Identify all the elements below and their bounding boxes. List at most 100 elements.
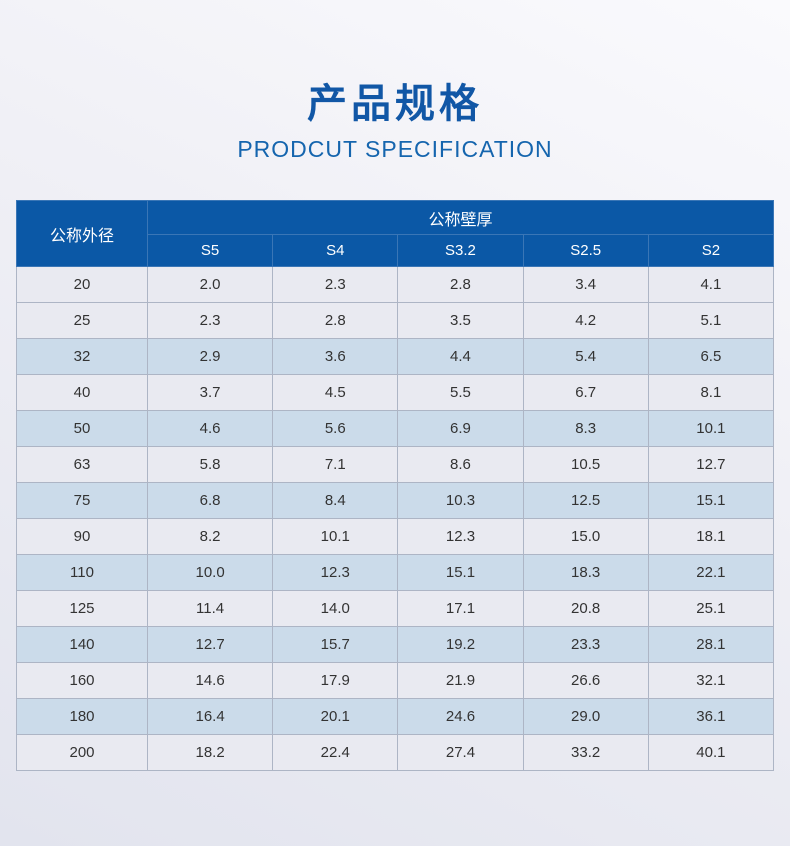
wall-thickness-cell: 4.2 bbox=[522, 302, 649, 339]
wall-thickness-cell: 28.1 bbox=[647, 626, 775, 663]
wall-thickness-cell: 3.4 bbox=[522, 266, 649, 303]
wall-thickness-cell: 15.7 bbox=[272, 626, 399, 663]
wall-thickness-cell: 29.0 bbox=[522, 698, 649, 735]
wall-thickness-cell: 17.9 bbox=[272, 662, 399, 699]
wall-thickness-cell: 4.1 bbox=[647, 266, 775, 303]
wall-thickness-cell: 12.3 bbox=[397, 518, 524, 555]
wall-thickness-cell: 8.6 bbox=[397, 446, 524, 483]
table-row: 180 16.4 20.1 24.6 29.0 36.1 bbox=[16, 698, 775, 735]
wall-thickness-cell: 14.0 bbox=[272, 590, 399, 627]
spec-table-body: 20 2.0 2.3 2.8 3.4 4.1 25 2.3 2.8 3.5 4.2 5.1 32 2.9 3… bbox=[16, 266, 775, 771]
wall-thickness-cell: 18.3 bbox=[522, 554, 649, 591]
outer-diameter-cell: 20 bbox=[16, 266, 148, 303]
wall-thickness-cell: 15.1 bbox=[397, 554, 524, 591]
wall-thickness-cell: 33.2 bbox=[522, 734, 649, 771]
page-subtitle: PRODCUT SPECIFICATION bbox=[237, 136, 553, 162]
table-row: 125 11.4 14.0 17.1 20.8 25.1 bbox=[16, 590, 775, 627]
wall-thickness-cell: 10.0 bbox=[146, 554, 274, 591]
wall-thickness-cell: 5.4 bbox=[522, 338, 649, 375]
outer-diameter-cell: 140 bbox=[16, 626, 148, 663]
table-row: 160 14.6 17.9 21.9 26.6 32.1 bbox=[16, 662, 775, 699]
col-header-s3-2: S3.2 bbox=[397, 234, 524, 267]
wall-thickness-cell: 25.1 bbox=[647, 590, 775, 627]
wall-thickness-cell: 10.1 bbox=[647, 410, 775, 447]
wall-thickness-cell: 12.3 bbox=[272, 554, 399, 591]
spec-table: 公称外径 公称壁厚 S5 S4 S3.2 S2.5 S2 20 2.0 2.3 2.8… bbox=[16, 200, 775, 771]
wall-thickness-cell: 12.7 bbox=[146, 626, 274, 663]
wall-thickness-cell: 4.6 bbox=[146, 410, 274, 447]
outer-diameter-cell: 200 bbox=[16, 734, 148, 771]
wall-thickness-cell: 8.1 bbox=[647, 374, 775, 411]
wall-thickness-cell: 19.2 bbox=[397, 626, 524, 663]
outer-diameter-cell: 90 bbox=[16, 518, 148, 555]
page-title: 产品规格 bbox=[307, 82, 483, 126]
wall-thickness-cell: 5.1 bbox=[647, 302, 775, 339]
wall-thickness-cell: 2.3 bbox=[146, 302, 274, 339]
outer-diameter-cell: 180 bbox=[16, 698, 148, 735]
col-header-s5: S5 bbox=[146, 234, 274, 267]
table-row: 140 12.7 15.7 19.2 23.3 28.1 bbox=[16, 626, 775, 663]
wall-thickness-cell: 3.7 bbox=[146, 374, 274, 411]
wall-thickness-cell: 6.8 bbox=[146, 482, 274, 519]
table-row: 75 6.8 8.4 10.3 12.5 15.1 bbox=[16, 482, 775, 519]
wall-thickness-cell: 24.6 bbox=[397, 698, 524, 735]
wall-thickness-cell: 5.6 bbox=[272, 410, 399, 447]
wall-thickness-cell: 4.4 bbox=[397, 338, 524, 375]
wall-thickness-cell: 10.3 bbox=[397, 482, 524, 519]
wall-thickness-cell: 40.1 bbox=[647, 734, 775, 771]
wall-thickness-cell: 20.1 bbox=[272, 698, 399, 735]
header-group-row: 公称外径 公称壁厚 bbox=[16, 200, 774, 267]
wall-thickness-cell: 22.4 bbox=[272, 734, 399, 771]
wall-thickness-cell: 12.7 bbox=[647, 446, 775, 483]
wall-thickness-cell: 8.4 bbox=[272, 482, 399, 519]
wall-thickness-cell: 15.1 bbox=[647, 482, 775, 519]
outer-diameter-cell: 160 bbox=[16, 662, 148, 699]
wall-thickness-cell: 8.3 bbox=[522, 410, 649, 447]
outer-diameter-cell: 125 bbox=[16, 590, 148, 627]
header-sub-row: S5 S4 S3.2 S2.5 S2 bbox=[17, 234, 775, 267]
col-header-nominal-outer-diameter: 公称外径 bbox=[16, 200, 148, 267]
page-header: 产品规格 PRODCUT SPECIFICATION bbox=[0, 0, 790, 162]
table-row: 32 2.9 3.6 4.4 5.4 6.5 bbox=[16, 338, 775, 375]
wall-thickness-cell: 2.8 bbox=[272, 302, 399, 339]
wall-thickness-cell: 6.7 bbox=[522, 374, 649, 411]
wall-thickness-cell: 2.8 bbox=[397, 266, 524, 303]
wall-thickness-cell: 18.2 bbox=[146, 734, 274, 771]
outer-diameter-cell: 110 bbox=[16, 554, 148, 591]
table-row: 90 8.2 10.1 12.3 15.0 18.1 bbox=[16, 518, 775, 555]
wall-thickness-cell: 2.9 bbox=[146, 338, 274, 375]
wall-thickness-cell: 22.1 bbox=[647, 554, 775, 591]
wall-thickness-cell: 5.5 bbox=[397, 374, 524, 411]
table-row: 50 4.6 5.6 6.9 8.3 10.1 bbox=[16, 410, 775, 447]
col-header-s2: S2 bbox=[647, 234, 775, 267]
wall-thickness-cell: 26.6 bbox=[522, 662, 649, 699]
wall-thickness-cell: 18.1 bbox=[647, 518, 775, 555]
wall-thickness-cell: 17.1 bbox=[397, 590, 524, 627]
wall-thickness-cell: 14.6 bbox=[146, 662, 274, 699]
wall-thickness-cell: 21.9 bbox=[397, 662, 524, 699]
wall-thickness-cell: 15.0 bbox=[522, 518, 649, 555]
outer-diameter-cell: 63 bbox=[16, 446, 148, 483]
wall-thickness-cell: 27.4 bbox=[397, 734, 524, 771]
wall-thickness-cell: 23.3 bbox=[522, 626, 649, 663]
outer-diameter-cell: 25 bbox=[16, 302, 148, 339]
wall-thickness-cell: 6.5 bbox=[647, 338, 775, 375]
wall-thickness-cell: 32.1 bbox=[647, 662, 775, 699]
wall-thickness-cell: 2.0 bbox=[146, 266, 274, 303]
table-row: 63 5.8 7.1 8.6 10.5 12.7 bbox=[16, 446, 775, 483]
wall-thickness-cell: 2.3 bbox=[272, 266, 399, 303]
table-row: 110 10.0 12.3 15.1 18.3 22.1 bbox=[16, 554, 775, 591]
wall-thickness-cell: 5.8 bbox=[146, 446, 274, 483]
col-header-nominal-wall-thickness: 公称壁厚 bbox=[147, 200, 774, 235]
table-row: 200 18.2 22.4 27.4 33.2 40.1 bbox=[16, 734, 775, 771]
outer-diameter-cell: 32 bbox=[16, 338, 148, 375]
outer-diameter-cell: 75 bbox=[16, 482, 148, 519]
col-header-s4: S4 bbox=[272, 234, 399, 267]
wall-thickness-cell: 3.5 bbox=[397, 302, 524, 339]
table-row: 25 2.3 2.8 3.5 4.2 5.1 bbox=[16, 302, 775, 339]
wall-thickness-cell: 8.2 bbox=[146, 518, 274, 555]
table-row: 40 3.7 4.5 5.5 6.7 8.1 bbox=[16, 374, 775, 411]
col-header-s2-5: S2.5 bbox=[522, 234, 649, 267]
outer-diameter-cell: 50 bbox=[16, 410, 148, 447]
spec-table-header: 公称外径 公称壁厚 S5 S4 S3.2 S2.5 S2 bbox=[16, 200, 775, 267]
